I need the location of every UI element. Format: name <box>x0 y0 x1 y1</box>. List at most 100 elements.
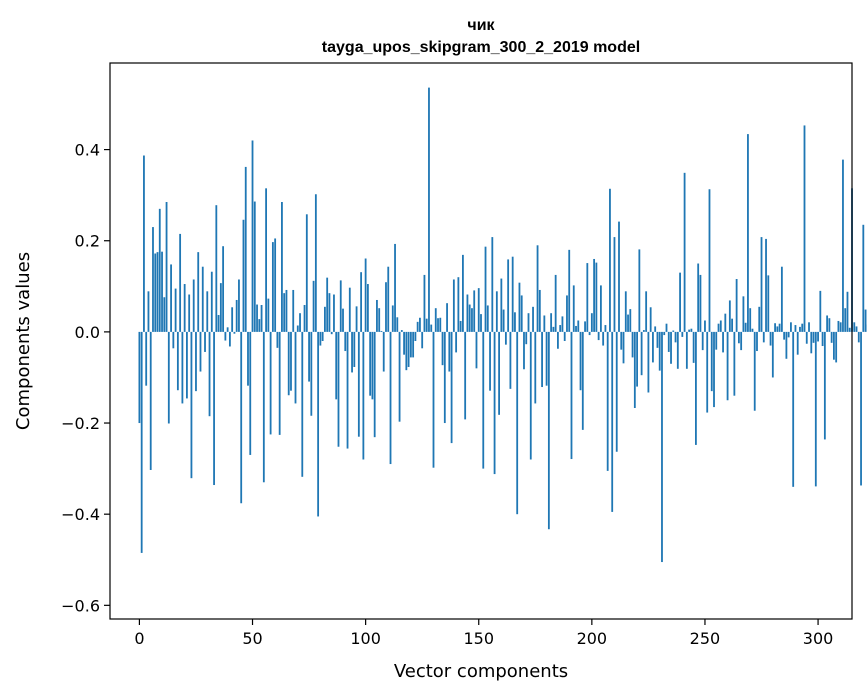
bar <box>667 331 670 352</box>
bar <box>412 331 415 358</box>
bar <box>152 227 154 332</box>
bar <box>731 318 734 332</box>
bar <box>570 331 573 460</box>
bar <box>140 331 143 553</box>
bar <box>790 322 792 332</box>
bar-series <box>138 87 867 563</box>
bar <box>733 331 736 396</box>
bar <box>622 331 625 364</box>
y-axis-label: Components values <box>13 252 34 430</box>
bar <box>737 331 740 344</box>
bar <box>575 325 577 332</box>
bar <box>432 331 435 468</box>
bar <box>495 291 498 332</box>
x-tick-label: 200 <box>577 629 608 648</box>
bar <box>448 331 451 372</box>
bar <box>328 293 331 332</box>
bar <box>597 331 600 341</box>
bar <box>636 331 638 387</box>
bar <box>210 271 213 332</box>
bar <box>208 331 211 417</box>
bar <box>267 298 270 332</box>
bar <box>428 87 430 332</box>
bar <box>281 202 283 332</box>
bar <box>527 313 530 332</box>
bar <box>238 279 240 332</box>
bar <box>434 308 437 332</box>
y-tick-label: 0.0 <box>75 323 100 342</box>
bar <box>534 331 537 404</box>
bar <box>808 322 810 332</box>
bar <box>835 331 838 363</box>
bar <box>351 331 353 373</box>
y-tick-label: 0.2 <box>75 232 100 251</box>
bar <box>742 296 745 332</box>
bar <box>253 201 256 332</box>
bar <box>464 331 467 420</box>
bar <box>633 331 636 408</box>
bar <box>504 331 507 345</box>
bar <box>695 331 697 445</box>
bar <box>430 324 433 332</box>
bar <box>821 331 824 347</box>
bar <box>507 259 510 332</box>
bar <box>482 331 485 469</box>
bar <box>342 308 344 332</box>
bar <box>290 331 292 391</box>
bar <box>457 277 460 332</box>
bar <box>423 274 426 332</box>
bar <box>826 315 829 332</box>
bar <box>382 331 385 372</box>
bar <box>414 331 417 341</box>
x-tick-label: 300 <box>803 629 834 648</box>
bar <box>717 323 720 332</box>
bar <box>844 308 847 332</box>
bar <box>190 331 193 479</box>
bar <box>860 331 862 486</box>
bar <box>810 331 813 354</box>
bar <box>590 313 593 332</box>
bar <box>143 155 145 332</box>
bar <box>192 279 195 332</box>
bar <box>498 331 500 415</box>
x-axis-label: Vector components <box>394 661 568 682</box>
bar <box>862 224 865 332</box>
bar <box>156 252 159 332</box>
bar <box>409 331 412 358</box>
bar <box>715 331 718 350</box>
y-tick-label: −0.6 <box>61 596 100 615</box>
bar <box>170 264 172 332</box>
bar <box>799 326 801 332</box>
bar <box>197 252 200 332</box>
bar <box>842 159 844 332</box>
bar <box>663 331 666 336</box>
bar <box>658 331 661 371</box>
bar <box>235 299 238 332</box>
bar <box>204 331 206 352</box>
bar <box>317 331 320 517</box>
bar <box>514 312 516 332</box>
bar <box>557 331 559 349</box>
bar <box>814 331 817 487</box>
bar <box>783 331 786 340</box>
bar <box>833 331 835 360</box>
bar <box>780 266 783 332</box>
bar <box>183 284 186 332</box>
bar <box>672 330 675 332</box>
bar <box>493 331 496 475</box>
bar <box>629 309 632 332</box>
bar <box>572 285 575 332</box>
bar <box>308 331 310 382</box>
bar <box>704 320 706 332</box>
bar <box>543 315 546 332</box>
bar <box>326 277 329 332</box>
bar <box>486 305 489 332</box>
bar <box>550 313 553 332</box>
bar <box>584 321 586 332</box>
bar <box>756 331 758 352</box>
bar <box>654 326 657 332</box>
bar <box>247 331 249 386</box>
bar <box>477 288 480 332</box>
bar <box>762 331 765 343</box>
bar <box>233 331 236 334</box>
